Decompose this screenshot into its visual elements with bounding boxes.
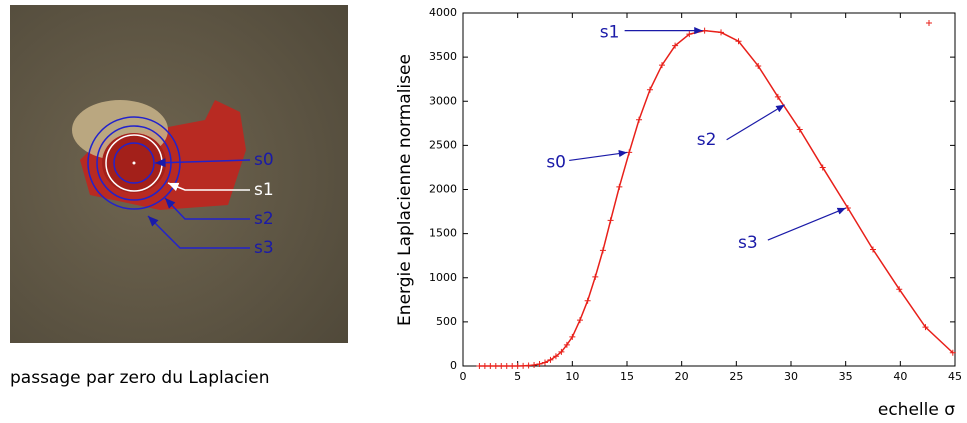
point xyxy=(658,62,665,69)
point xyxy=(592,273,599,280)
point xyxy=(503,363,510,369)
point xyxy=(531,361,538,368)
x-tick-label: 15 xyxy=(620,370,634,383)
point xyxy=(536,361,543,368)
y-tick-label: 1500 xyxy=(429,227,457,240)
caption: passage par zero du Laplacien xyxy=(10,368,270,388)
point xyxy=(718,29,725,36)
point xyxy=(735,38,742,45)
point xyxy=(616,183,623,190)
annotation: s1 xyxy=(600,23,620,43)
point xyxy=(514,363,521,369)
point xyxy=(542,359,548,366)
point xyxy=(636,116,643,123)
point xyxy=(498,363,505,369)
point xyxy=(686,31,693,38)
point xyxy=(525,362,532,369)
y-tick-label: 3000 xyxy=(429,94,457,107)
point xyxy=(476,363,483,369)
x-tick-label: 20 xyxy=(675,370,689,383)
point xyxy=(672,42,679,49)
photo-label: s3 xyxy=(254,238,274,258)
point xyxy=(569,333,576,340)
point xyxy=(701,27,708,34)
y-tick-label: 4000 xyxy=(429,6,457,19)
x-tick-label: 45 xyxy=(948,370,962,383)
point xyxy=(646,86,653,93)
point xyxy=(774,93,781,100)
point xyxy=(487,363,494,369)
photo-label: s0 xyxy=(254,150,274,170)
y-tick-label: 1000 xyxy=(429,271,457,284)
photo-label: s2 xyxy=(254,209,274,229)
legend-marker xyxy=(926,20,932,26)
point xyxy=(949,349,956,356)
point xyxy=(922,324,929,331)
plot-frame xyxy=(462,12,956,367)
x-tick-label: 0 xyxy=(460,370,467,383)
point xyxy=(509,363,516,369)
point xyxy=(558,348,565,355)
annotation-arrow xyxy=(767,207,847,241)
y-tick-label: 3500 xyxy=(429,50,457,63)
y-tick-label: 0 xyxy=(450,359,457,372)
x-tick-label: 25 xyxy=(729,370,743,383)
point xyxy=(896,286,903,293)
point xyxy=(796,126,803,133)
annotation: s3 xyxy=(738,233,758,253)
point xyxy=(576,317,583,324)
x-tick-label: 10 xyxy=(565,370,579,383)
photo-label: s1 xyxy=(254,180,274,200)
x-axis-label: echelle σ xyxy=(878,400,955,420)
point xyxy=(563,341,570,348)
annotation: s2 xyxy=(697,130,717,150)
y-tick-label: 2000 xyxy=(429,183,457,196)
y-tick-label: 2500 xyxy=(429,138,457,151)
point xyxy=(599,247,606,254)
x-tick-label: 40 xyxy=(893,370,907,383)
photo: s0 s1 s2 s3 xyxy=(10,5,348,343)
point xyxy=(819,164,826,171)
point xyxy=(481,363,488,369)
point xyxy=(552,353,559,360)
point xyxy=(607,217,614,224)
x-tick-label: 35 xyxy=(839,370,853,383)
point xyxy=(547,356,554,363)
y-axis-label: Energie Laplacienne normalisee xyxy=(395,54,415,326)
point xyxy=(520,362,527,369)
point xyxy=(584,297,591,304)
annotation-arrow xyxy=(569,150,628,162)
point xyxy=(626,149,633,156)
annotation-arrow xyxy=(726,104,785,141)
line xyxy=(479,29,954,367)
point xyxy=(870,246,876,253)
x-tick-label: 5 xyxy=(514,370,521,383)
annotation: s0 xyxy=(546,152,566,172)
y-tick-label: 500 xyxy=(436,315,457,328)
point xyxy=(755,62,762,69)
x-tick-label: 30 xyxy=(784,370,798,383)
point xyxy=(492,363,499,369)
